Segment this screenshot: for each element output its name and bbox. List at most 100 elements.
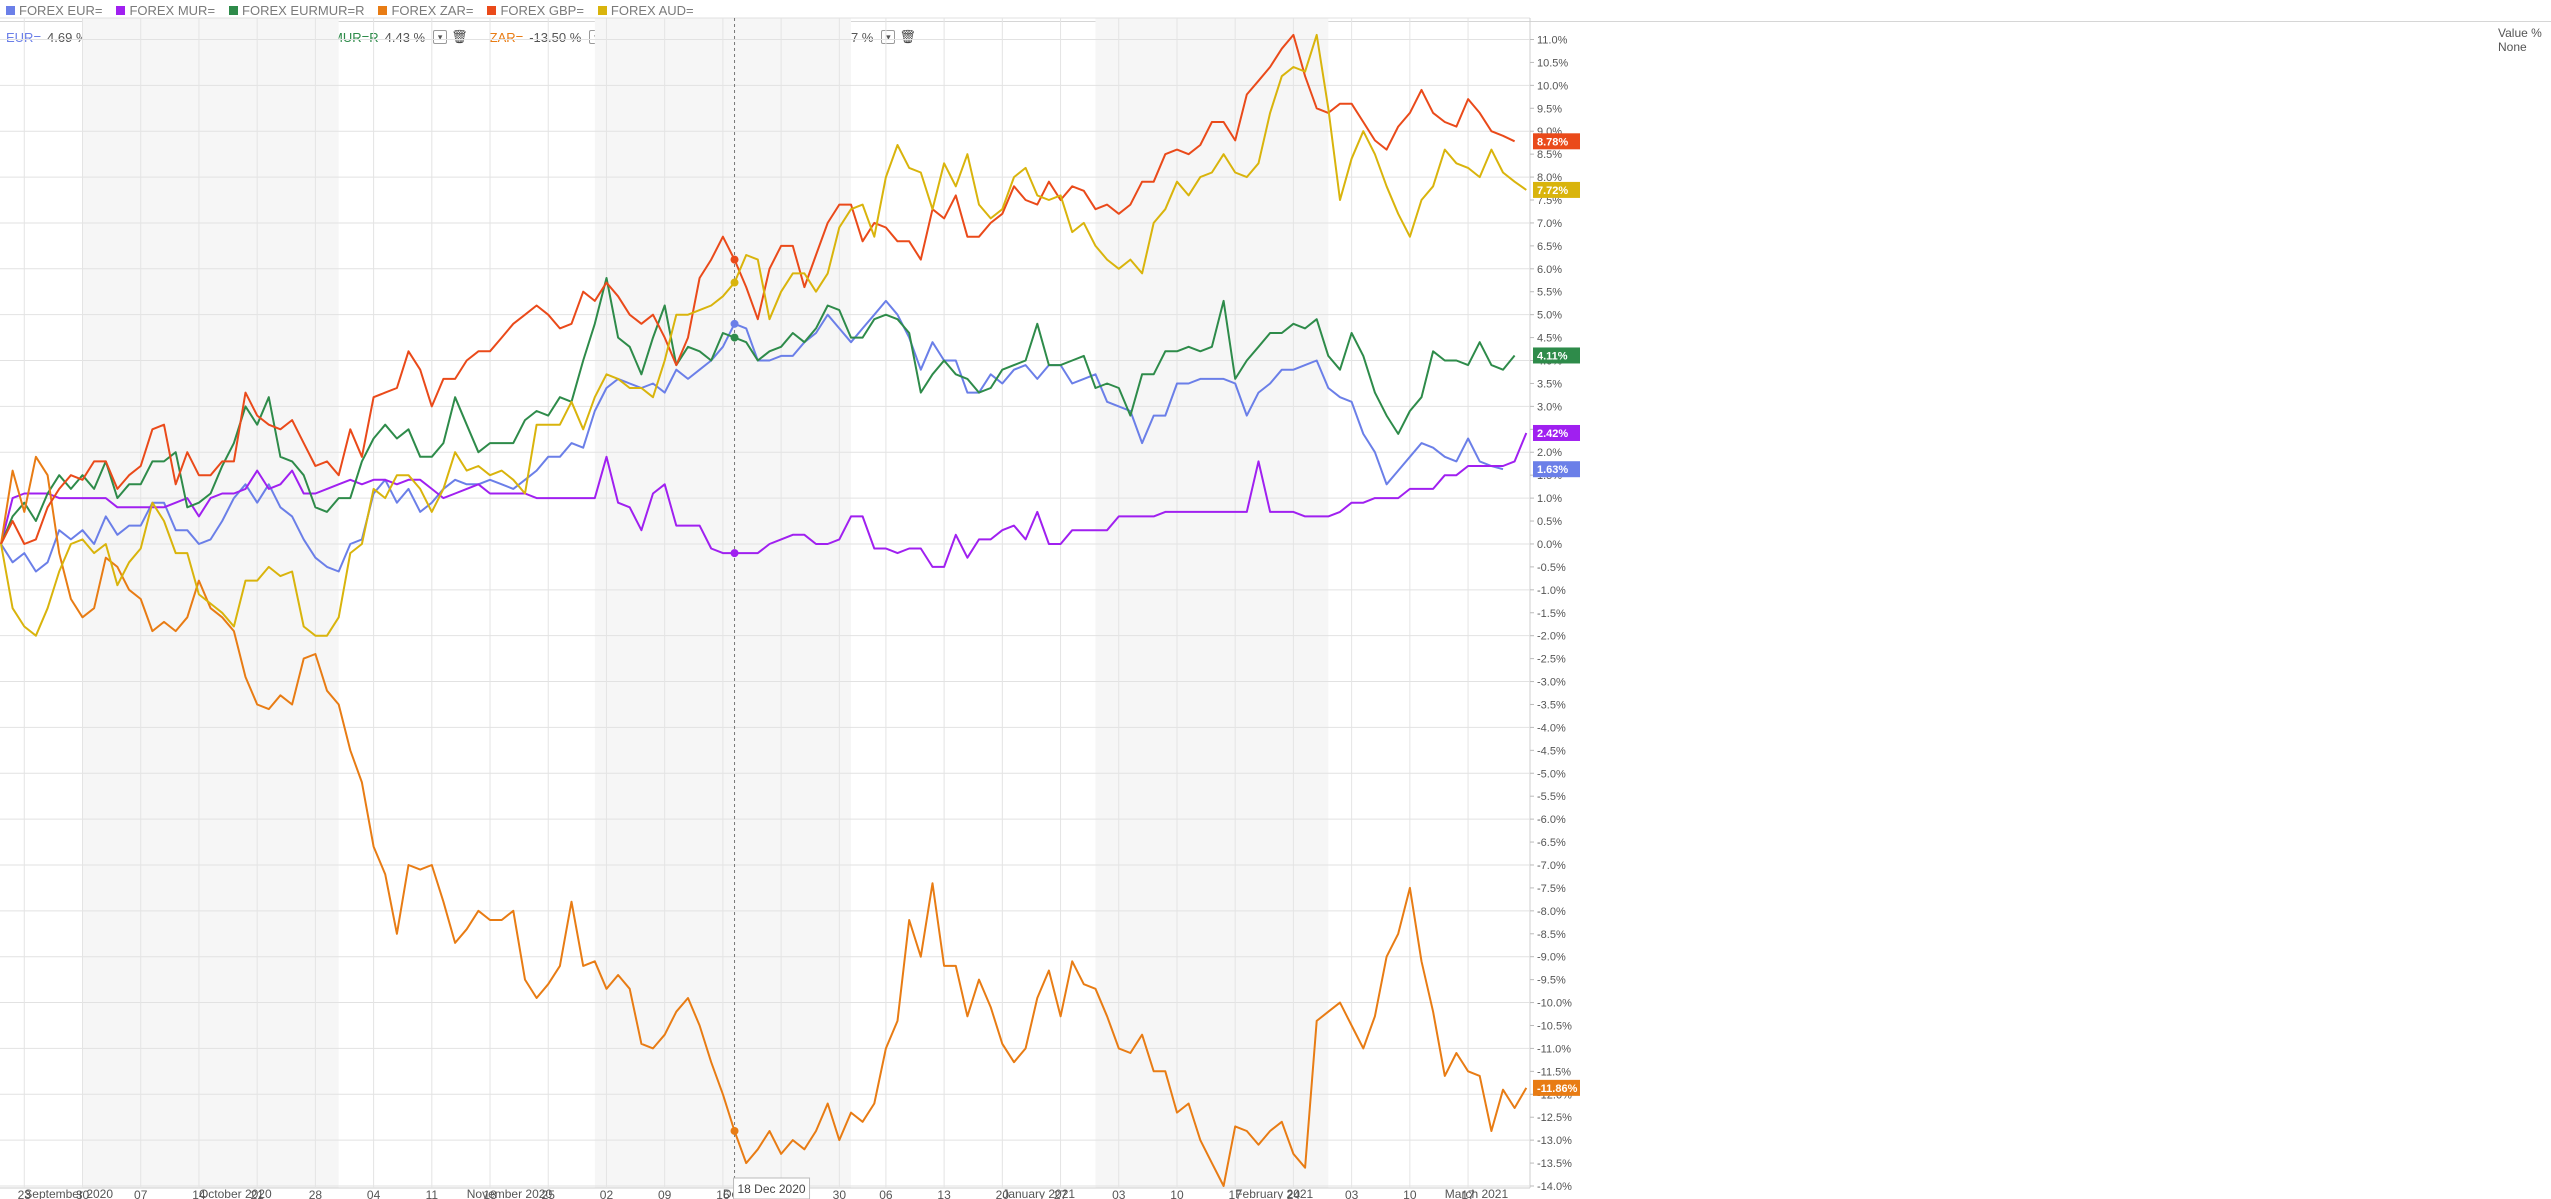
x-tick-label: 17	[1229, 1188, 1243, 1199]
y-tick-label: -2.5%	[1537, 654, 1566, 666]
x-tick-label: 16	[716, 1188, 730, 1199]
end-value-label: 8.78%	[1537, 136, 1568, 148]
y-tick-label: -1.0%	[1537, 585, 1566, 597]
delete-series-trash-icon[interactable]: 🗑	[899, 29, 916, 44]
y-tick-label: -7.5%	[1537, 883, 1566, 895]
end-value-label: -11.86%	[1537, 1083, 1578, 1095]
y-tick-label: 10.0%	[1537, 80, 1568, 92]
end-value-label: 7.72%	[1537, 185, 1568, 197]
x-tick-label: 14	[192, 1188, 206, 1199]
end-value-badge	[1533, 461, 1580, 478]
y-tick-label: -5.0%	[1537, 768, 1566, 780]
cursor-point-marker	[730, 1126, 739, 1135]
legend-item[interactable]: FOREX EURMUR=R	[229, 3, 364, 18]
series-line-eur[interactable]	[0, 299, 1504, 573]
y-tick-label: -6.0%	[1537, 814, 1566, 826]
y-tick-label: -3.5%	[1537, 699, 1566, 711]
series-name: ZAR=	[489, 29, 524, 45]
y-tick-label: -11.5%	[1537, 1066, 1571, 1078]
y-tick-label: 4.5%	[1537, 333, 1562, 345]
x-tick-label: 20	[996, 1188, 1010, 1199]
y-tick-label: -5.5%	[1537, 791, 1566, 803]
y-tick-label: -14.0%	[1537, 1181, 1572, 1193]
y-tick-label: -11.0%	[1537, 1043, 1571, 1055]
x-tick-label: 13	[937, 1188, 951, 1199]
series-options-dropdown-button[interactable]: ▾	[433, 30, 448, 44]
series-line-mur[interactable]	[0, 432, 1528, 568]
legend-item[interactable]: FOREX MUR=	[116, 3, 215, 18]
cursor-point-marker	[730, 333, 739, 342]
y-tick-label: -10.0%	[1537, 998, 1572, 1010]
series-line-eurmurr[interactable]	[0, 277, 1516, 545]
end-value-badge	[1533, 133, 1580, 150]
y-tick-label: 8.0%	[1537, 172, 1562, 184]
y-tick-label: -12.5%	[1537, 1112, 1572, 1124]
y-tick-label: 6.0%	[1537, 264, 1562, 276]
y-tick-label: -2.0%	[1537, 631, 1566, 643]
end-value-label: 2.42%	[1537, 428, 1568, 440]
end-value-badge	[1533, 1079, 1580, 1096]
y-tick-label: 7.0%	[1537, 218, 1562, 230]
month-label: October 2020	[199, 1187, 272, 1199]
y-tick-label: -13.0%	[1537, 1135, 1572, 1147]
y-tick-label: 7.5%	[1537, 195, 1562, 207]
end-value-label: 1.63%	[1537, 464, 1568, 476]
month-label: March 2021	[1445, 1187, 1509, 1199]
y-tick-label: -9.0%	[1537, 952, 1566, 964]
x-tick-label: 27	[1054, 1188, 1068, 1199]
x-tick-label: 09	[658, 1188, 672, 1199]
series-line-gbp[interactable]	[0, 33, 1516, 545]
end-value-badge	[1533, 181, 1580, 198]
x-tick-label: 25	[542, 1188, 556, 1199]
delete-series-trash-icon[interactable]: 🗑	[451, 29, 468, 44]
legend-label: FOREX AUD=	[610, 3, 694, 18]
y-tick-label: 9.5%	[1537, 103, 1562, 115]
series-line-zar[interactable]	[0, 455, 1528, 1187]
legend-swatch	[6, 6, 15, 15]
legend-item[interactable]: FOREX AUD=	[597, 3, 694, 18]
x-tick-label: 03	[1112, 1188, 1126, 1199]
x-tick-label: 24	[1287, 1188, 1301, 1199]
legend-label: FOREX ZAR=	[391, 3, 474, 18]
x-tick-label: 10	[1403, 1188, 1417, 1199]
y-tick-label: 3.5%	[1537, 378, 1562, 390]
x-tick-label: 28	[309, 1188, 323, 1199]
cursor-point-marker	[730, 549, 739, 558]
y-tick-label: 1.0%	[1537, 493, 1562, 505]
cursor-date-text: 18 Dec 2020	[738, 1182, 806, 1196]
y-tick-label: -4.5%	[1537, 745, 1566, 757]
legend-swatch	[597, 6, 607, 15]
y-tick-label: -8.0%	[1537, 906, 1566, 918]
value-axis-header: Value % None	[2498, 26, 2542, 54]
legend-swatch	[116, 6, 126, 15]
legend-item[interactable]: FOREX ZAR=	[378, 3, 473, 18]
x-tick-label: 23	[18, 1188, 32, 1199]
series-value: 4.69 %	[47, 29, 88, 45]
legend-item[interactable]: FOREX EUR=	[6, 3, 102, 18]
series-name: EUR=	[6, 29, 42, 45]
x-tick-label: 10	[1170, 1188, 1184, 1199]
y-tick-label: 2.0%	[1537, 447, 1562, 459]
legend-label: FOREX EUR=	[19, 3, 103, 18]
y-tick-label: -10.5%	[1537, 1020, 1572, 1032]
x-tick-label: 04	[367, 1188, 381, 1199]
x-tick-label: 21	[250, 1188, 264, 1199]
series-options-dropdown-button[interactable]: ▾	[881, 30, 896, 44]
series-line-aud[interactable]	[0, 33, 1527, 637]
y-tick-label: -0.5%	[1537, 562, 1566, 574]
x-tick-label: 18	[483, 1188, 497, 1199]
legend-item[interactable]: FOREX GBP=	[487, 3, 584, 18]
y-tick-label: 5.0%	[1537, 310, 1562, 322]
y-tick-label: 8.5%	[1537, 149, 1562, 161]
x-tick-label: 06	[879, 1188, 893, 1199]
month-label: February 2021	[1235, 1187, 1313, 1199]
y-tick-label: 5.5%	[1537, 287, 1562, 299]
cursor-point-marker	[730, 255, 739, 264]
series-value: 4.43 %	[384, 29, 426, 45]
legend-swatch	[229, 6, 239, 15]
month-band	[1095, 18, 1329, 1188]
y-tick-label: 10.5%	[1537, 57, 1568, 69]
x-tick-label: 30	[833, 1188, 847, 1199]
y-tick-label: 11.0%	[1537, 35, 1568, 47]
